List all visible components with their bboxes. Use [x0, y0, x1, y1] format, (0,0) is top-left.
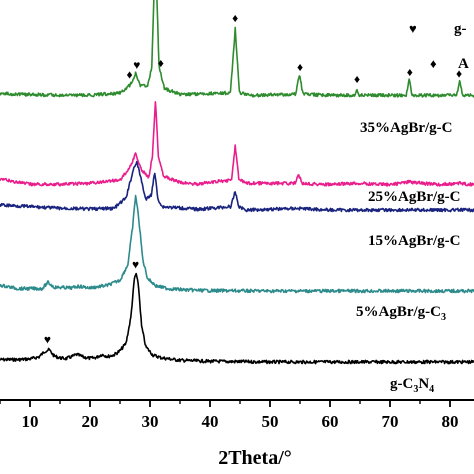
x-tick-label-80: 80	[442, 412, 459, 431]
peak-marker-0-0: ♥	[44, 332, 51, 346]
peak-marker-4-2: ♦	[158, 56, 164, 70]
peak-markers: ♥♥♦♥ ♦♦♦♦♦ ♦	[44, 11, 462, 346]
series-label-15: 15%AgBr/g-C	[368, 233, 461, 249]
series-label-25: 25%AgBr/g-C	[368, 189, 461, 205]
series-line-4	[0, 0, 474, 98]
legend-diamond-label: A	[458, 56, 469, 72]
series-line-3	[0, 101, 474, 187]
series-label-5: 5%AgBr/g-C3	[356, 304, 446, 323]
x-tick-label-20: 20	[82, 412, 99, 431]
x-tick-label-50: 50	[262, 412, 279, 431]
peak-marker-0-1: ♥	[132, 257, 139, 271]
peak-marker-4-3: ♦	[232, 11, 238, 25]
series-layer	[0, 0, 474, 365]
x-tick-label-10: 10	[22, 412, 39, 431]
legend: ♥ g- ♦ A	[409, 21, 469, 72]
x-tick-label-40: 40	[202, 412, 219, 431]
x-axis-label: 2Theta/°	[218, 447, 292, 469]
legend-diamond-symbol: ♦	[430, 56, 437, 71]
peak-marker-4-7: ♦	[456, 66, 462, 80]
series-label-gc3n4: g-C3N4	[390, 376, 434, 395]
x-tick-label-70: 70	[382, 412, 399, 431]
series-label-35: 35%AgBr/g-C	[360, 120, 453, 136]
x-tick-label-30: 30	[142, 412, 159, 431]
series-line-0	[0, 272, 474, 365]
x-tick-label-60: 60	[322, 412, 339, 431]
peak-marker-4-6: ♦	[407, 65, 413, 79]
series-line-1	[0, 194, 474, 294]
series-line-2	[0, 160, 474, 213]
peak-marker-4-5: ♦	[354, 72, 360, 86]
peak-marker-4-4: ♦	[297, 60, 303, 74]
peak-marker-4-0: ♦	[127, 68, 133, 82]
peak-marker-4-1: ♥	[133, 58, 140, 72]
x-axis-ticks: 10 20 30 40 50 60 70 80	[0, 400, 459, 431]
legend-heart-symbol: ♥	[409, 21, 417, 36]
legend-heart-label: g-	[454, 21, 467, 37]
